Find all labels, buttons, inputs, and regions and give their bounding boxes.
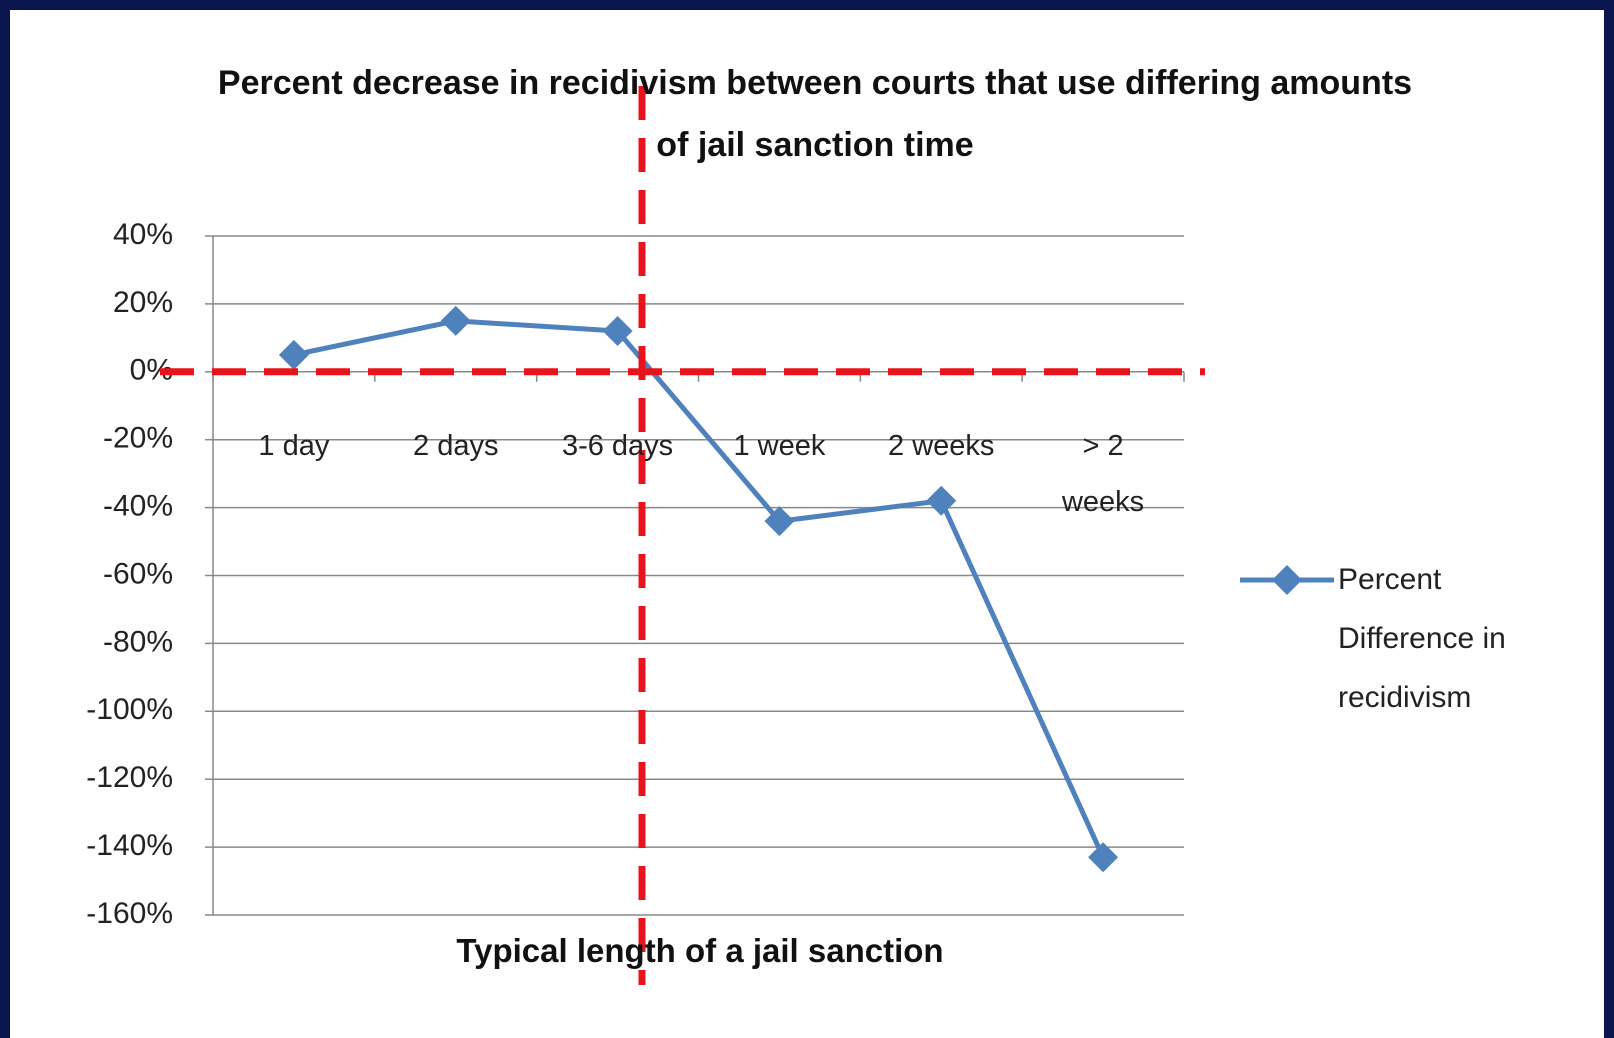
point-marker	[1088, 842, 1119, 873]
x-tick-label: > 2 weeks	[1061, 429, 1145, 518]
slide	[10, 10, 1604, 1038]
point-marker	[926, 485, 957, 516]
series-line	[293, 318, 1106, 859]
y-tick-label: -120%	[86, 761, 173, 794]
point-marker	[440, 305, 471, 336]
point-marker	[764, 506, 795, 537]
y-tick-label: 20%	[113, 286, 173, 319]
legend-marker	[1272, 565, 1302, 595]
y-tick-label: -40%	[103, 490, 173, 523]
y-tick-label: -160%	[86, 897, 173, 930]
x-tick-label: 2 weeks	[888, 429, 995, 462]
chart-title: Percent decrease in recidivism between c…	[217, 64, 1413, 164]
x-tick-label: 1 day	[258, 429, 330, 462]
x-tick-label: 2 days	[413, 429, 499, 462]
point-marker	[278, 339, 309, 370]
point-marker	[602, 316, 633, 347]
y-tick-label: 40%	[113, 218, 173, 251]
y-tick-label: -140%	[86, 829, 173, 862]
y-tick-label: -20%	[103, 422, 173, 455]
legend-label: Percent Difference in recidivism	[1338, 563, 1506, 714]
x-axis-title: Typical length of a jail sanction	[456, 932, 944, 969]
y-tick-label: -80%	[103, 625, 173, 658]
y-tick-label: -60%	[103, 557, 173, 590]
x-tick-label: 3-6 days	[561, 429, 674, 462]
x-tick-label: 1 week	[733, 429, 826, 462]
y-tick-label: -100%	[86, 693, 173, 726]
